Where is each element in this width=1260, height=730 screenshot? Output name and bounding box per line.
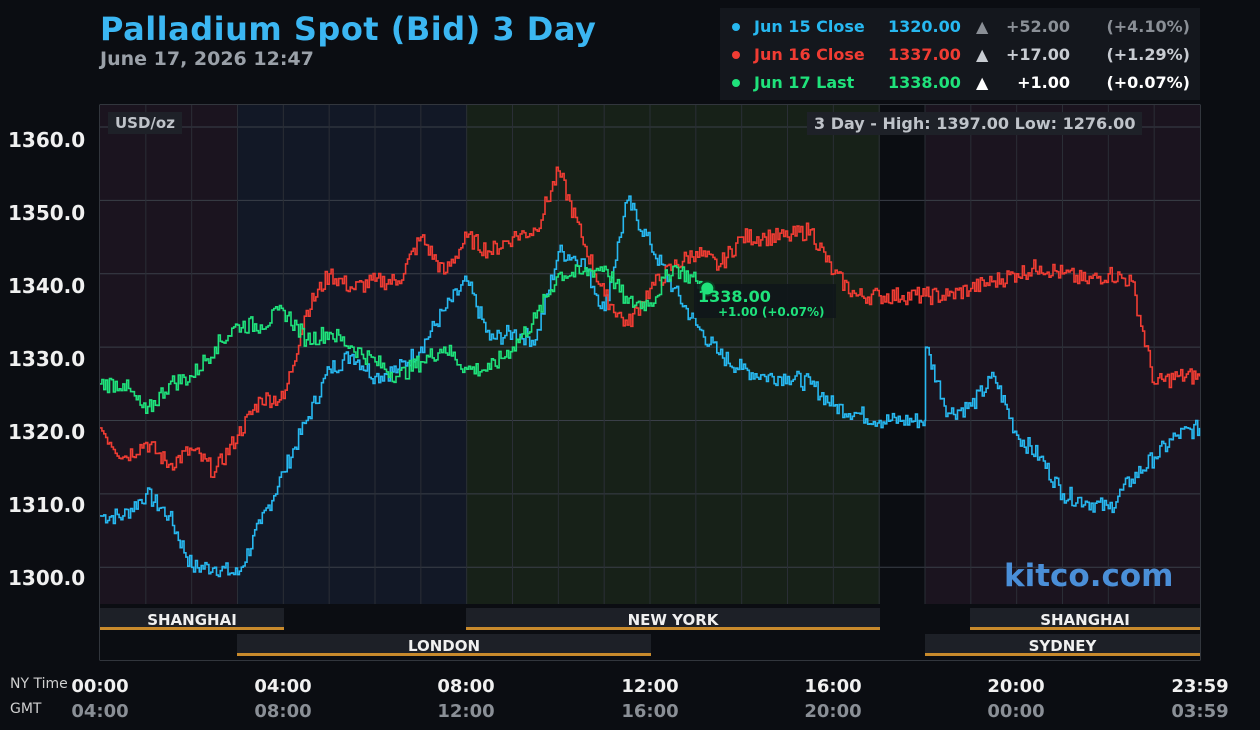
legend-pct-jun16: (+1.29%): [1106, 45, 1190, 64]
session-box-newyork: [466, 608, 880, 628]
legend: Jun 15 Close 1320.00 ▲ +52.00 (+4.10%) J…: [720, 8, 1200, 100]
last-change-label: +1.00 (+0.07%): [718, 305, 825, 319]
legend-row-jun16: Jun 16 Close 1337.00 ▲ +17.00 (+1.29%): [720, 42, 1200, 68]
legend-value-jun16: 1337.00: [888, 45, 961, 64]
session-box-shanghai-2: [970, 608, 1200, 628]
x-tick-ny-0800: 08:00: [437, 676, 495, 697]
session-bar-shanghai-2: [970, 627, 1200, 630]
session-label-london: LONDON: [407, 637, 481, 655]
last-value-box: [694, 284, 836, 318]
x-tick-gmt-2000: 20:00: [804, 701, 862, 722]
session-bar-sydney: [925, 653, 1200, 656]
legend-name-jun16: Jun 16 Close: [754, 45, 865, 64]
last-price-label: 1338.00: [698, 287, 771, 306]
ny-time-label: NY Time: [10, 676, 68, 692]
gmt-label: GMT: [10, 701, 42, 717]
session-shade-gap: [880, 105, 925, 604]
session-box-london: [237, 634, 651, 654]
legend-arrow-jun15: ▲: [976, 17, 989, 36]
x-tick-gmt-0000: 00:00: [987, 701, 1045, 722]
unit-label: USD/oz: [108, 112, 182, 134]
legend-row-jun17: Jun 17 Last 1338.00 ▲ +1.00 (+0.07%): [720, 70, 1200, 96]
high-low-label: 3 Day - High: 1397.00 Low: 1276.00: [807, 112, 1143, 135]
series-line-3: [100, 264, 709, 414]
series-layer: [100, 166, 1201, 578]
x-tick-ny-1200: 12:00: [621, 676, 679, 697]
legend-change-jun15: +52.00: [1005, 17, 1070, 36]
y-tick-1340: 1340.0: [8, 274, 86, 298]
legend-value-jun15: 1320.00: [888, 17, 961, 36]
x-tick-ny-0000: 00:00: [71, 676, 129, 697]
x-tick-ny-1600: 16:00: [804, 676, 862, 697]
x-tick-ny-2359: 23:59: [1171, 676, 1229, 697]
x-tick-gmt-1600: 16:00: [621, 701, 679, 722]
y-tick-1310: 1310.0: [8, 493, 86, 517]
legend-name-jun17: Jun 17 Last: [754, 73, 855, 92]
legend-arrow-jun16: ▲: [976, 45, 989, 64]
x-tick-ny-2000: 20:00: [987, 676, 1045, 697]
last-price-marker: [699, 280, 716, 297]
session-label-sydney: SYDNEY: [1028, 637, 1097, 655]
session-box-shanghai-1: [100, 608, 284, 628]
x-tick-ny-0400: 04:00: [254, 676, 312, 697]
legend-pct-jun15: (+4.10%): [1106, 17, 1190, 36]
legend-name-jun15: Jun 15 Close: [754, 17, 865, 36]
session-bar-london: [237, 653, 651, 656]
legend-dot-jun15: [732, 23, 740, 31]
session-shade-asia-1: [100, 105, 237, 604]
chart-date: June 17, 2026 12:47: [100, 48, 314, 70]
y-tick-1320: 1320.0: [8, 420, 86, 444]
y-tick-1330: 1330.0: [8, 347, 86, 371]
legend-dot-jun17: [732, 79, 740, 87]
y-tick-1360: 1360.0: [8, 128, 86, 152]
session-bar-newyork: [466, 627, 880, 630]
legend-row-jun15: Jun 15 Close 1320.00 ▲ +52.00 (+4.10%): [720, 14, 1200, 40]
kitco-logo: kitco.com: [1004, 558, 1174, 594]
chart-title: Palladium Spot (Bid) 3 Day: [100, 10, 597, 48]
y-tick-1300: 1300.0: [8, 566, 86, 590]
legend-pct-jun17: (+0.07%): [1106, 73, 1190, 92]
y-tick-1350: 1350.0: [8, 201, 86, 225]
legend-arrow-jun17: ▲: [976, 73, 989, 92]
session-label-newyork: NEW YORK: [627, 611, 719, 629]
legend-change-jun16: +17.00: [1005, 45, 1070, 64]
series-line-2: [100, 166, 1201, 478]
session-box-sydney: [925, 634, 1200, 654]
x-tick-gmt-0400: 04:00: [71, 701, 129, 722]
legend-change-jun17: +1.00: [1017, 73, 1070, 92]
x-tick-gmt-1200: 12:00: [437, 701, 495, 722]
x-tick-gmt-0800: 08:00: [254, 701, 312, 722]
x-tick-gmt-0359: 03:59: [1171, 701, 1229, 722]
session-shade-newyork: [466, 105, 880, 604]
session-label-shanghai-2: SHANGHAI: [1040, 611, 1130, 629]
series-line-1: [100, 195, 1201, 578]
legend-dot-jun16: [732, 51, 740, 59]
legend-value-jun17: 1338.00: [888, 73, 961, 92]
session-label-shanghai-1: SHANGHAI: [147, 611, 237, 629]
session-bar-shanghai-1: [100, 627, 284, 630]
